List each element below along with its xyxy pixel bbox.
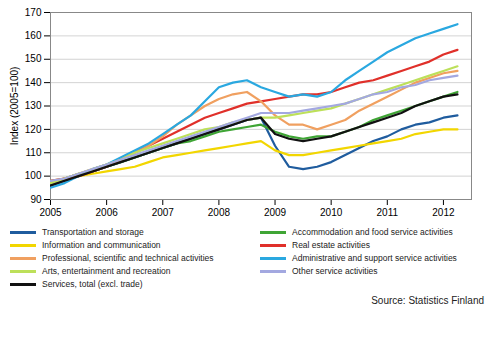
html-text:Professional, scientific and t: Professional, scientific and technical a… — [42, 253, 214, 263]
html-text:Information and communication: Information and communication — [42, 240, 161, 250]
svg-text:2006: 2006 — [96, 207, 119, 218]
svg-text:2007: 2007 — [152, 207, 175, 218]
html-text:Administrative and support ser: Administrative and support service activ… — [292, 253, 457, 263]
svg-text:2010: 2010 — [320, 207, 343, 218]
svg-text:90: 90 — [30, 194, 42, 205]
svg-text:Index (2005=100): Index (2005=100) — [9, 67, 20, 146]
svg-text:140: 140 — [25, 77, 42, 88]
html-text:Other service activities: Other service activities — [292, 266, 378, 276]
svg-text:130: 130 — [25, 100, 42, 111]
svg-text:170: 170 — [25, 7, 42, 18]
html-text:Arts, entertainment and recrea: Arts, entertainment and recreation — [42, 266, 171, 276]
html-text:Real estate activities: Real estate activities — [292, 240, 370, 250]
svg-text:150: 150 — [25, 53, 42, 64]
html-text:Source: Statistics Finland: Source: Statistics Finland — [371, 295, 484, 306]
svg-text:2009: 2009 — [264, 207, 287, 218]
svg-text:160: 160 — [25, 30, 42, 41]
svg-text:2012: 2012 — [432, 207, 455, 218]
html-text:Services, total (excl. trade): Services, total (excl. trade) — [42, 279, 143, 289]
svg-text:120: 120 — [25, 124, 42, 135]
svg-text:2008: 2008 — [208, 207, 231, 218]
html-text:Accommodation and food service: Accommodation and food service activitie… — [292, 227, 453, 237]
svg-text:110: 110 — [26, 147, 42, 158]
svg-text:100: 100 — [25, 170, 42, 181]
svg-text:2011: 2011 — [377, 207, 399, 218]
html-text:Transportation and storage: Transportation and storage — [42, 227, 144, 237]
svg-text:2005: 2005 — [39, 207, 62, 218]
